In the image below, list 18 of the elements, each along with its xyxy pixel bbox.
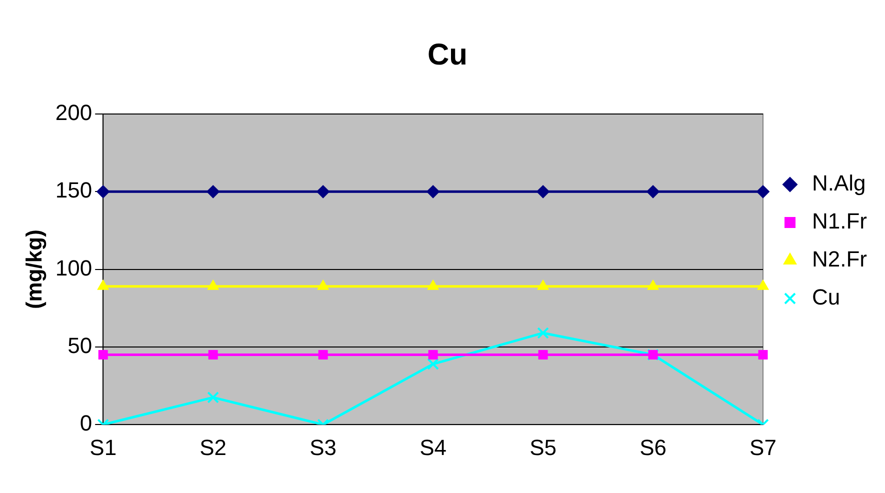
y-tick-label: 0 [80, 410, 92, 436]
x-tick-label: S3 [310, 434, 337, 460]
y-axis-title: (mg/kg) [21, 230, 46, 310]
x-tick-label: S4 [420, 434, 447, 460]
legend-label: Cu [812, 284, 840, 310]
x-tick-label: S1 [90, 434, 117, 460]
y-tick-label: 150 [55, 178, 92, 203]
x-tick-label: S5 [530, 434, 556, 460]
y-tick-label: 200 [55, 100, 92, 126]
x-tick-label: S7 [750, 434, 776, 460]
x-tick-label: S6 [640, 434, 666, 460]
legend-label: N1.Fr [812, 208, 867, 234]
y-tick-label: 50 [68, 333, 92, 358]
legend-label: N2.Fr [812, 246, 867, 272]
chart-title: Cu [428, 38, 468, 72]
x-tick-label: S2 [200, 434, 227, 460]
y-tick-label: 100 [55, 255, 92, 280]
legend-label: N.Alg [812, 170, 866, 196]
